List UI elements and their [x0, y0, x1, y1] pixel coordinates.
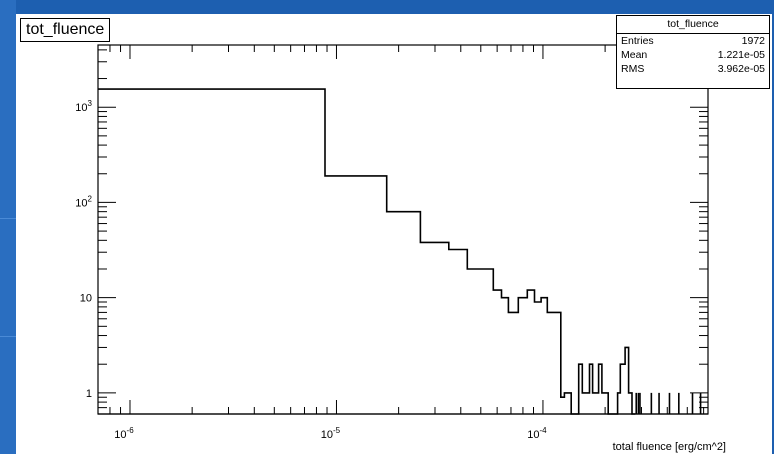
x-tick-label: 10-4: [527, 426, 547, 441]
y-tick-label: 102: [75, 194, 92, 209]
stats-box-title: tot_fluence: [617, 16, 769, 34]
y-tick-label: 1: [86, 388, 92, 400]
stats-label: RMS: [621, 63, 645, 75]
x-tick-label: 10-5: [321, 426, 341, 441]
stats-row-mean: Mean 1.221e-05: [617, 48, 769, 62]
stats-value: 3.962e-05: [717, 63, 765, 75]
y-tick-label: 10: [80, 293, 92, 305]
stripe-line-2: [0, 336, 16, 337]
x-tick-label: 10-6: [114, 426, 134, 441]
left-stripe: [0, 0, 16, 454]
stats-row-rms: RMS 3.962e-05: [617, 62, 769, 76]
histogram-title: tot_fluence: [20, 18, 111, 42]
stripe-line-1: [0, 218, 16, 219]
histogram-series-line: [97, 88, 636, 415]
stats-label: Mean: [621, 49, 648, 61]
y-tick-label: 103: [75, 99, 92, 114]
stats-value: 1.221e-05: [717, 49, 765, 61]
x-axis-label: total fluence [erg/cm^2]: [613, 441, 726, 453]
stats-value: 1972: [741, 35, 765, 47]
stats-row-entries: Entries 1972: [617, 34, 769, 48]
stats-box: tot_fluence Entries 1972 Mean 1.221e-05 …: [616, 15, 770, 89]
plot-frame: [97, 44, 709, 415]
stats-label: Entries: [621, 35, 654, 47]
histogram-canvas: 10-6 10-5 10-4 1 10 102 103 total fluence [erg/…: [16, 14, 772, 454]
histogram-plot: 10-6 10-5 10-4 1 10 102 103 total fluence [erg/…: [75, 44, 726, 453]
